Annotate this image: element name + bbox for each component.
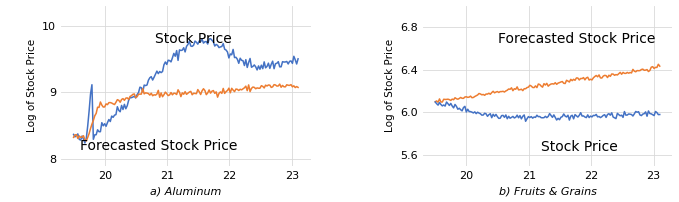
X-axis label: a) Aluminum: a) Aluminum	[150, 186, 221, 196]
Y-axis label: Log of Stock Price: Log of Stock Price	[26, 39, 37, 133]
Y-axis label: Log of Stock Price: Log of Stock Price	[384, 39, 394, 133]
Text: Stock Price: Stock Price	[155, 32, 232, 46]
X-axis label: b) Fruits & Grains: b) Fruits & Grains	[498, 186, 596, 196]
Text: Forecasted Stock Price: Forecasted Stock Price	[80, 139, 237, 153]
Text: Forecasted Stock Price: Forecasted Stock Price	[498, 33, 655, 46]
Text: Stock Price: Stock Price	[541, 140, 618, 154]
